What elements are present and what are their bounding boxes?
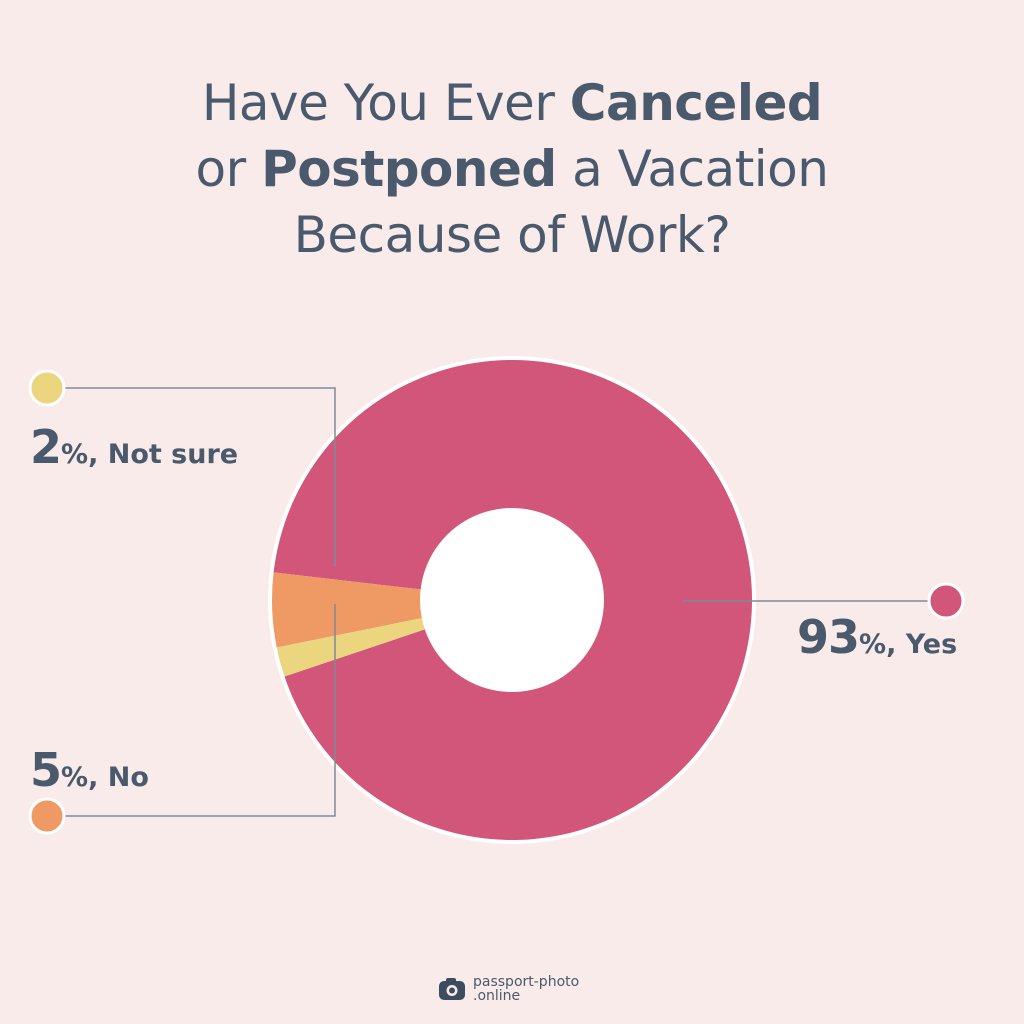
brand-logo[interactable]: passport-photo .online (437, 974, 579, 1004)
data-label-yes: 93%, Yes (797, 610, 958, 664)
leader-lines (28, 369, 965, 835)
camera-icon (439, 978, 465, 1000)
legend-dot-no (28, 797, 66, 835)
data-label-not-sure: 2%, Not sure (30, 420, 239, 474)
legend-dot-yes (927, 582, 965, 620)
slice-not-sure (276, 618, 425, 677)
chart-title: Have You Ever Canceled or Postponed a Va… (0, 70, 1024, 268)
slice-no (272, 572, 422, 648)
donut-slices (268, 356, 756, 844)
data-label-no: 5%, No (30, 743, 149, 797)
legend-dot-not-sure (28, 369, 66, 407)
slice-yes (273, 360, 753, 840)
leader-line-no (47, 604, 336, 817)
title-line-2: or Postponed a Vacation (195, 140, 829, 198)
title-line-1: Have You Ever Canceled (201, 74, 823, 132)
title-line-3: Because of Work? (293, 206, 731, 264)
leader-line-not-sure (47, 387, 336, 567)
brand-text: passport-photo .online (473, 974, 580, 1004)
